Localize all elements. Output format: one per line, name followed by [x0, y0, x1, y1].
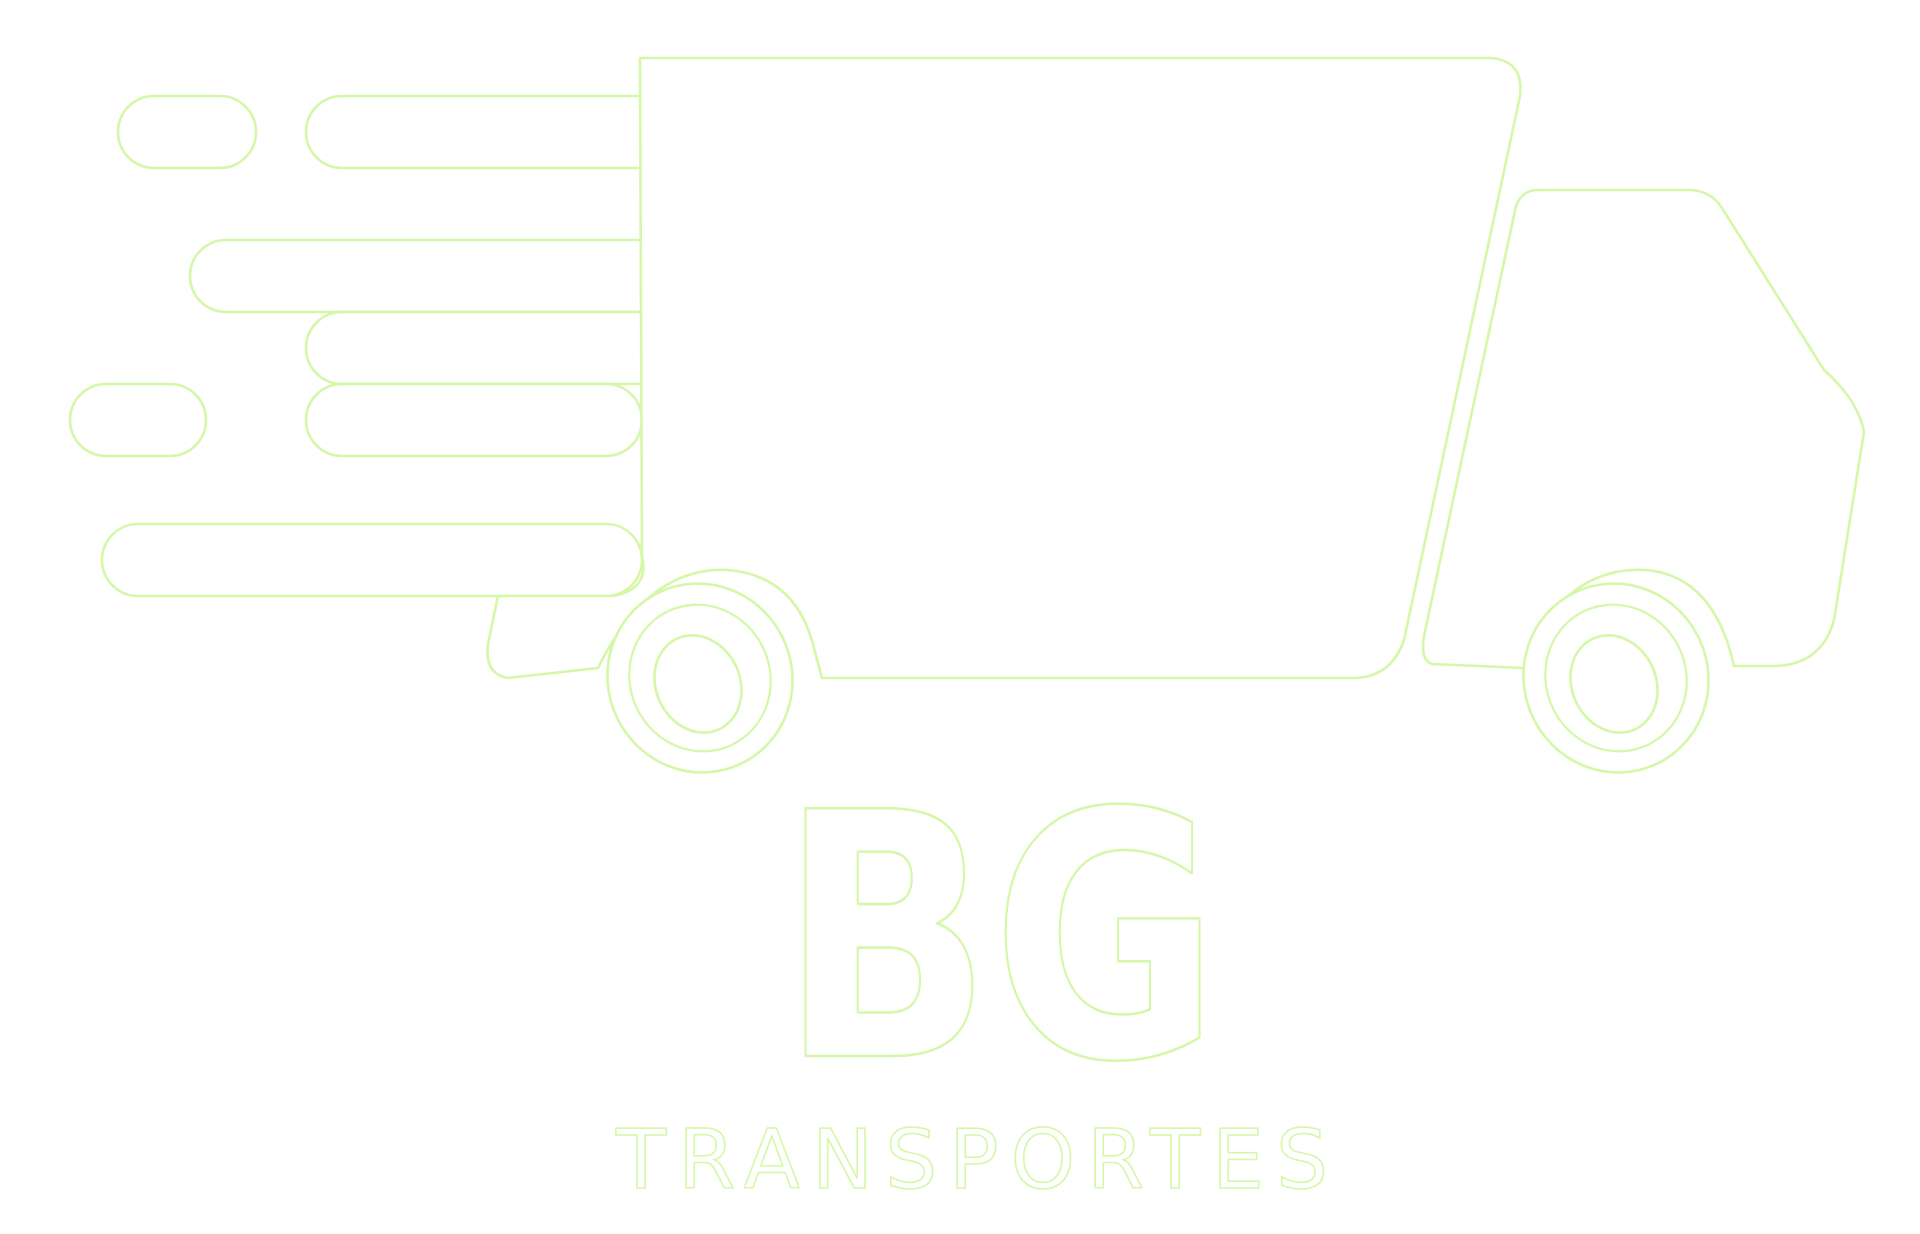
delivery-truck-icon [486, 56, 1866, 774]
speed-line [304, 382, 644, 458]
brand-tagline: TRANSPORTES [615, 1113, 1328, 1208]
brand-monogram: BG [780, 741, 1220, 1137]
front-wheel [1522, 582, 1710, 774]
truck-cabin [1421, 188, 1866, 670]
speed-line [68, 382, 208, 458]
rear-wheel [606, 582, 794, 774]
speed-lines [68, 94, 718, 598]
truck-cargo-box [486, 56, 1522, 680]
speed-line [304, 310, 674, 386]
speed-line [100, 522, 644, 598]
speed-line [188, 238, 708, 314]
speed-line [116, 94, 258, 170]
